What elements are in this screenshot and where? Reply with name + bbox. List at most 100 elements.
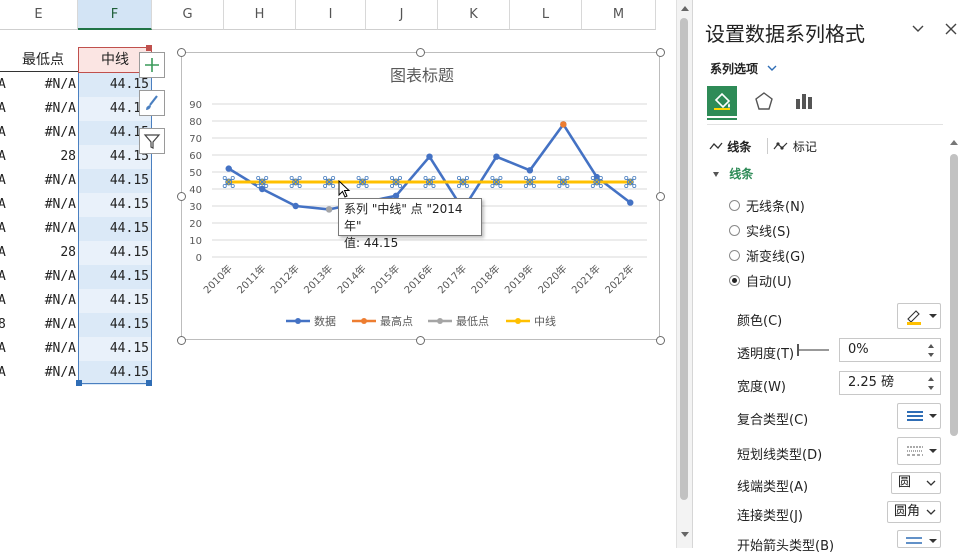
chart-title[interactable]: 图表标题 bbox=[390, 66, 454, 85]
cell-lowest[interactable]: 28 bbox=[60, 149, 76, 164]
column-header-k[interactable]: K bbox=[438, 0, 510, 30]
cell-lowest[interactable]: #N/A bbox=[44, 365, 76, 380]
selected-point-handle[interactable] bbox=[230, 175, 235, 180]
selected-point-handle[interactable] bbox=[624, 183, 629, 188]
selected-point-handle[interactable] bbox=[289, 175, 294, 180]
selected-point-handle[interactable] bbox=[531, 183, 536, 188]
scroll-up-arrow-icon[interactable] bbox=[681, 6, 689, 11]
legend-label[interactable]: 数据 bbox=[314, 314, 336, 328]
data-point[interactable] bbox=[493, 153, 500, 160]
cell-partial[interactable]: A bbox=[0, 221, 6, 236]
cell-median[interactable]: 44.15 bbox=[79, 145, 151, 169]
data-point[interactable] bbox=[258, 185, 266, 193]
column-header-i[interactable]: I bbox=[296, 0, 366, 30]
selected-point-handle[interactable] bbox=[323, 175, 328, 180]
tab-marker[interactable]: 标记 bbox=[773, 138, 817, 155]
cell-lowest[interactable]: #N/A bbox=[44, 293, 76, 308]
resize-handle-br[interactable] bbox=[656, 336, 665, 345]
selected-point-handle[interactable] bbox=[230, 183, 235, 188]
selected-point-handle[interactable] bbox=[364, 183, 369, 188]
legend-label[interactable]: 最低点 bbox=[456, 315, 489, 328]
resize-handle-mr[interactable] bbox=[656, 192, 665, 201]
cell-partial[interactable]: A bbox=[0, 341, 6, 356]
scroll-up-arrow-icon[interactable] bbox=[950, 140, 958, 145]
selected-point-handle[interactable] bbox=[531, 175, 536, 180]
selected-point-handle[interactable] bbox=[456, 183, 461, 188]
data-point[interactable] bbox=[526, 167, 534, 174]
selected-point-handle[interactable] bbox=[464, 183, 469, 188]
selected-point-handle[interactable] bbox=[297, 175, 302, 180]
selected-point-handle[interactable] bbox=[323, 183, 328, 188]
cell-lowest[interactable]: #N/A bbox=[44, 77, 76, 92]
transparency-spinner[interactable]: 0% bbox=[839, 338, 941, 362]
selected-point-handle[interactable] bbox=[264, 175, 269, 180]
cell-median[interactable]: 44.15 bbox=[79, 337, 151, 361]
selected-point-handle[interactable] bbox=[464, 175, 469, 180]
line-radio-option[interactable]: 无线条(N) bbox=[729, 197, 805, 215]
effects-tab[interactable] bbox=[749, 86, 779, 116]
chart-elements-button[interactable] bbox=[139, 52, 165, 78]
selected-point-handle[interactable] bbox=[256, 183, 261, 188]
column-header-m[interactable]: M bbox=[582, 0, 656, 30]
data-point[interactable] bbox=[426, 153, 433, 160]
selected-point-handle[interactable] bbox=[423, 175, 428, 180]
scroll-down-arrow-icon[interactable] bbox=[681, 532, 689, 537]
selected-point-handle[interactable] bbox=[598, 183, 603, 188]
fill-line-tab[interactable] bbox=[707, 86, 737, 116]
chart-styles-button[interactable] bbox=[139, 90, 165, 116]
cell-partial[interactable]: A bbox=[0, 245, 6, 260]
highest-point[interactable] bbox=[560, 121, 567, 128]
column-header-l[interactable]: L bbox=[510, 0, 582, 30]
cell-partial[interactable]: A bbox=[0, 293, 6, 308]
selected-point-handle[interactable] bbox=[498, 175, 503, 180]
cell-partial[interactable]: A bbox=[0, 173, 6, 188]
selected-point-handle[interactable] bbox=[565, 183, 570, 188]
selected-point-handle[interactable] bbox=[431, 183, 436, 188]
cell-partial[interactable]: A bbox=[0, 125, 6, 140]
selected-point-handle[interactable] bbox=[557, 175, 562, 180]
series-line[interactable] bbox=[228, 123, 632, 211]
cell-partial[interactable]: A bbox=[0, 269, 6, 284]
selected-point-handle[interactable] bbox=[632, 183, 637, 188]
data-point[interactable] bbox=[593, 173, 601, 181]
selected-point-handle[interactable] bbox=[297, 183, 302, 188]
data-point[interactable] bbox=[292, 202, 299, 210]
cell-lowest[interactable]: #N/A bbox=[44, 269, 76, 284]
selected-point-handle[interactable] bbox=[331, 175, 336, 180]
panel-scroll-thumb[interactable] bbox=[950, 154, 958, 436]
transparency-slider[interactable] bbox=[797, 344, 829, 356]
selected-point-handle[interactable] bbox=[398, 175, 403, 180]
lowest-point[interactable] bbox=[325, 206, 333, 213]
chart-filters-button[interactable] bbox=[139, 128, 165, 154]
selected-point-handle[interactable] bbox=[390, 183, 395, 188]
data-point[interactable] bbox=[627, 199, 634, 206]
selection-fill-handle[interactable] bbox=[146, 380, 152, 386]
column-header-e[interactable]: E bbox=[0, 0, 78, 30]
cell-partial[interactable]: A bbox=[0, 197, 6, 212]
cell-lowest[interactable]: #N/A bbox=[44, 341, 76, 356]
selected-point-handle[interactable] bbox=[590, 183, 595, 188]
panel-options-dropdown-icon[interactable] bbox=[911, 22, 925, 39]
cell-median[interactable]: 44.15 bbox=[79, 217, 151, 241]
column-header-f[interactable]: F bbox=[78, 0, 152, 30]
spin-down-icon[interactable] bbox=[928, 386, 934, 390]
column-header-g[interactable]: G bbox=[152, 0, 224, 30]
cell-lowest[interactable]: #N/A bbox=[44, 197, 76, 212]
line-radio-option[interactable]: 自动(U) bbox=[729, 272, 792, 290]
selected-point-handle[interactable] bbox=[356, 183, 361, 188]
selected-point-handle[interactable] bbox=[557, 183, 562, 188]
selected-point-handle[interactable] bbox=[264, 183, 269, 188]
resize-handle-tl[interactable] bbox=[177, 48, 186, 57]
data-point[interactable] bbox=[225, 165, 232, 172]
cell-partial[interactable]: 8 bbox=[0, 317, 6, 332]
resize-handle-bl[interactable] bbox=[177, 336, 186, 345]
selected-point-handle[interactable] bbox=[624, 175, 629, 180]
selected-point-handle[interactable] bbox=[364, 175, 369, 180]
selected-point-handle[interactable] bbox=[222, 175, 227, 180]
cell-median[interactable]: 44.15 bbox=[79, 169, 151, 193]
cell-lowest[interactable]: #N/A bbox=[44, 221, 76, 236]
selected-point-handle[interactable] bbox=[490, 183, 495, 188]
dash-type-dropdown[interactable] bbox=[897, 437, 941, 465]
